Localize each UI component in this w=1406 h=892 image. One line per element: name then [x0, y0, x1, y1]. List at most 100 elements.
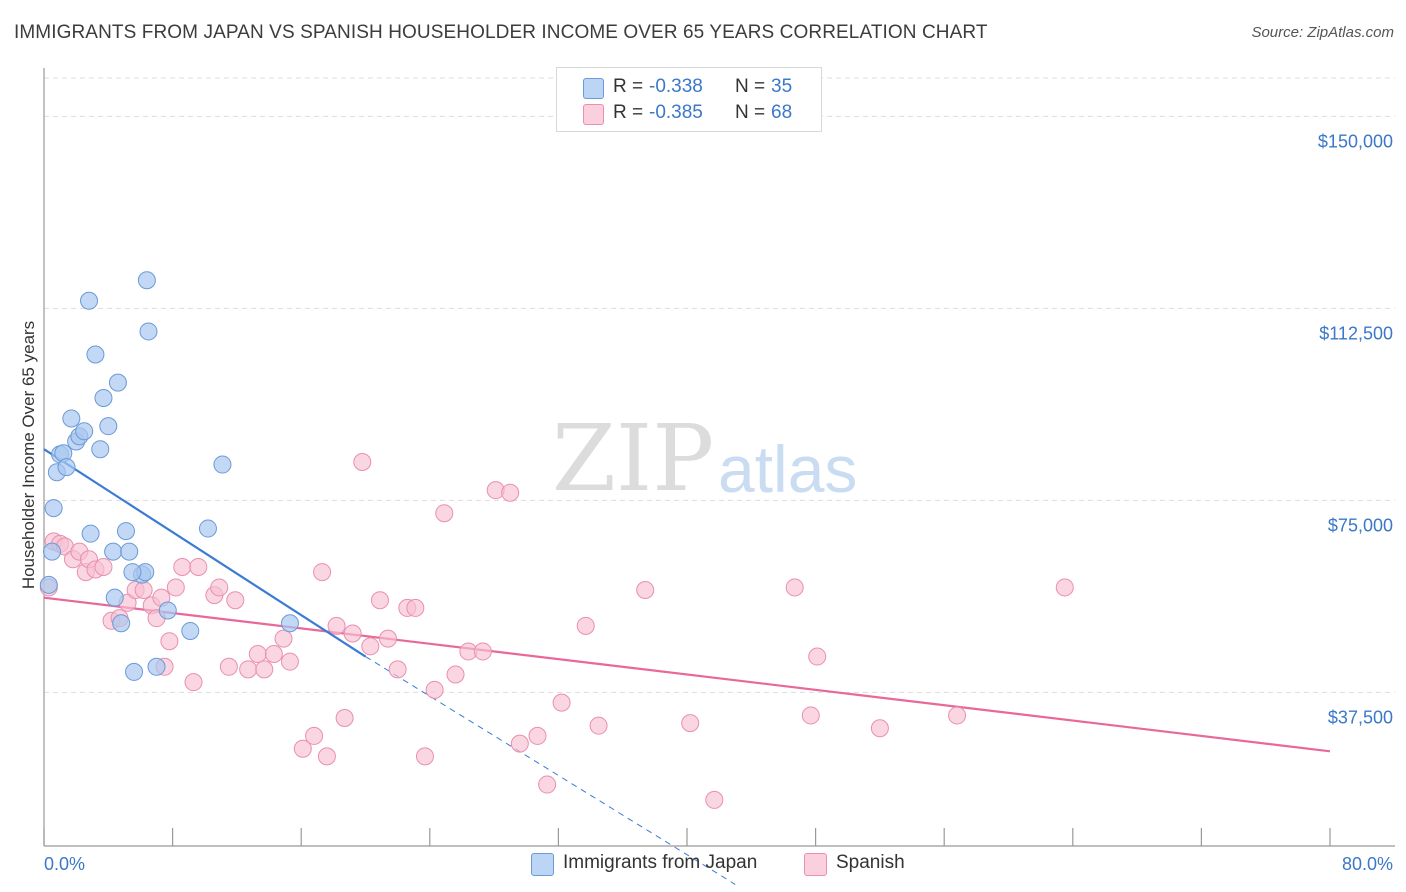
japan-trend-line — [43, 448, 367, 658]
correlation-legend: R = -0.338 N = 35 R = -0.385 N = 68 — [556, 67, 822, 132]
japan-point — [158, 601, 177, 620]
spanish-point — [425, 680, 444, 699]
spanish-point — [552, 693, 571, 712]
x-tick-label-min: 0.0% — [44, 854, 85, 874]
japan-point — [57, 458, 76, 477]
japan-point — [280, 614, 299, 633]
japan-point — [137, 271, 156, 290]
japan-point — [86, 345, 105, 364]
y-tick-label: $150,000 — [1318, 131, 1393, 151]
spanish-point — [510, 734, 529, 753]
japan-point — [213, 455, 232, 474]
japan-point — [43, 542, 62, 561]
spanish-point — [293, 739, 312, 758]
spanish-point — [870, 719, 889, 738]
spanish-point — [576, 616, 595, 635]
spanish-point — [313, 563, 332, 582]
series-label-spanish: Spanish — [836, 852, 905, 873]
legend-n-value: 35 — [771, 76, 793, 97]
spanish-point — [801, 706, 820, 725]
spanish-point — [785, 578, 804, 597]
spanish-point — [1055, 578, 1074, 597]
legend-r-value: -0.338 — [649, 76, 703, 97]
japan-trend-extension — [365, 656, 736, 885]
spanish-point — [317, 747, 336, 766]
spanish-point — [343, 624, 362, 643]
spanish-point — [379, 629, 398, 648]
spanish-point — [370, 591, 389, 610]
spanish-point — [388, 660, 407, 679]
series-swatch-spanish — [804, 853, 827, 876]
series-swatch-japan — [531, 853, 554, 876]
spanish-point — [948, 706, 967, 725]
spanish-point — [446, 665, 465, 684]
spanish-point — [705, 790, 724, 809]
japan-point — [198, 519, 217, 538]
legend-n-label: N = — [735, 102, 766, 123]
japan-point — [125, 662, 144, 681]
legend-n-value: 68 — [771, 102, 793, 123]
japan-point — [147, 657, 166, 676]
japan-point — [105, 588, 124, 607]
spanish-point — [681, 714, 700, 733]
japan-point — [116, 522, 135, 541]
japan-point — [123, 563, 142, 582]
japan-point — [75, 422, 94, 441]
spanish-point — [406, 598, 425, 617]
trend-lines — [43, 448, 1331, 885]
spanish-point — [173, 557, 192, 576]
spanish-point — [189, 557, 208, 576]
series-label-japan: Immigrants from Japan — [563, 852, 758, 873]
japan-point — [39, 575, 58, 594]
spanish-point — [335, 709, 354, 727]
x-tick-label-max: 80.0% — [1342, 854, 1393, 874]
legend-n-label: N = — [735, 76, 766, 97]
spanish-trend-line — [43, 596, 1331, 753]
spanish-point — [528, 726, 547, 745]
japan-point — [120, 542, 139, 561]
spanish-point — [636, 581, 655, 599]
spanish-point — [415, 747, 434, 766]
axes-layer — [43, 68, 1395, 847]
japan-point — [112, 614, 131, 633]
legend-swatch-spanish — [583, 104, 604, 125]
spanish-point — [538, 775, 557, 794]
spanish-point — [808, 647, 827, 666]
y-tick-label: $75,000 — [1328, 515, 1393, 535]
y-axis-label: Householder Income Over 65 years — [19, 321, 38, 589]
spanish-point — [327, 616, 346, 635]
spanish-point — [226, 591, 245, 610]
japan-point — [99, 417, 118, 436]
points-layer — [39, 271, 1074, 809]
y-tick-label: $112,500 — [1319, 323, 1393, 343]
spanish-point — [305, 726, 324, 745]
spanish-point — [473, 642, 492, 661]
chart-title: IMMIGRANTS FROM JAPAN VS SPANISH HOUSEHO… — [14, 22, 988, 43]
spanish-point — [353, 453, 372, 471]
spanish-point — [239, 660, 258, 679]
legend-swatch-japan — [583, 78, 604, 99]
spanish-point — [160, 632, 179, 651]
spanish-point — [166, 578, 185, 597]
spanish-point — [435, 504, 454, 523]
japan-point — [91, 440, 110, 459]
series-legend: Immigrants from Japan Spanish — [0, 852, 1406, 878]
legend-r-label: R = — [613, 102, 644, 123]
spanish-point — [501, 483, 520, 502]
spanish-point — [134, 581, 153, 599]
spanish-point — [589, 716, 608, 735]
watermark-zip: ZIP — [552, 405, 714, 512]
japan-point — [181, 621, 200, 640]
spanish-point — [210, 578, 229, 597]
japan-point — [108, 373, 127, 392]
legend-r-label: R = — [613, 76, 644, 97]
japan-point — [81, 524, 100, 543]
source-label: Source: ZipAtlas.com — [1251, 24, 1394, 41]
spanish-point — [361, 637, 380, 656]
legend-r-value: -0.385 — [649, 102, 703, 123]
tick-labels: $37,500 $75,000 $112,500 $150,000 0.0% 80.0% — [44, 131, 1393, 874]
japan-point — [94, 389, 113, 407]
grid-layer — [44, 77, 1395, 693]
watermark-atlas: atlas — [718, 432, 857, 506]
